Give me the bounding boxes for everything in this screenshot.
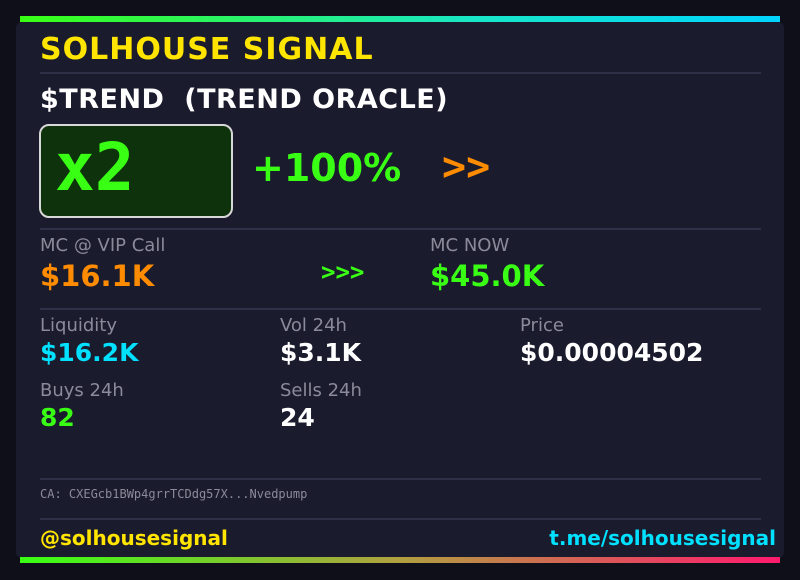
section-divider-3 <box>40 478 761 480</box>
buys-label: Buys 24h <box>40 380 124 401</box>
liquidity-value: $16.2K <box>40 338 139 367</box>
mc-now-value: $45.0K <box>430 259 545 293</box>
mc-now-label: MC NOW <box>430 235 510 256</box>
sells-value: 24 <box>280 403 315 432</box>
section-divider-1 <box>40 228 761 230</box>
brand-title: SOLHOUSE SIGNAL <box>40 32 374 67</box>
multiplier-box <box>39 124 233 218</box>
signal-card <box>16 22 784 558</box>
percent-gain: +100% <box>252 146 402 190</box>
section-divider-2 <box>40 308 761 310</box>
vol-value: $3.1K <box>280 338 362 367</box>
liquidity-label: Liquidity <box>40 315 118 336</box>
social-handle-link[interactable]: @solhousesignal <box>40 526 228 550</box>
contract-address[interactable]: CA: CXEGcb1BWp4grrTCDdg57X...Nvedpump <box>40 487 308 501</box>
footer-divider <box>40 518 761 520</box>
sells-label: Sells 24h <box>280 380 362 401</box>
mc-call-value: $16.1K <box>40 259 155 293</box>
mc-arrow: >>> <box>321 258 365 286</box>
telegram-link[interactable]: t.me/solhousesignal <box>549 526 776 550</box>
token-title: $TREND (TREND ORACLE) <box>40 84 449 115</box>
bottom-accent-bar <box>20 557 780 563</box>
multiplier-value: x2 <box>55 129 135 206</box>
header-divider <box>40 72 761 74</box>
price-label: Price <box>520 315 564 336</box>
mc-call-label: MC @ VIP Call <box>40 235 166 256</box>
gain-arrows: >> <box>442 144 491 190</box>
vol-label: Vol 24h <box>280 315 347 336</box>
buys-value: 82 <box>40 403 75 432</box>
price-value: $0.00004502 <box>520 338 704 367</box>
top-accent-bar <box>20 16 780 22</box>
